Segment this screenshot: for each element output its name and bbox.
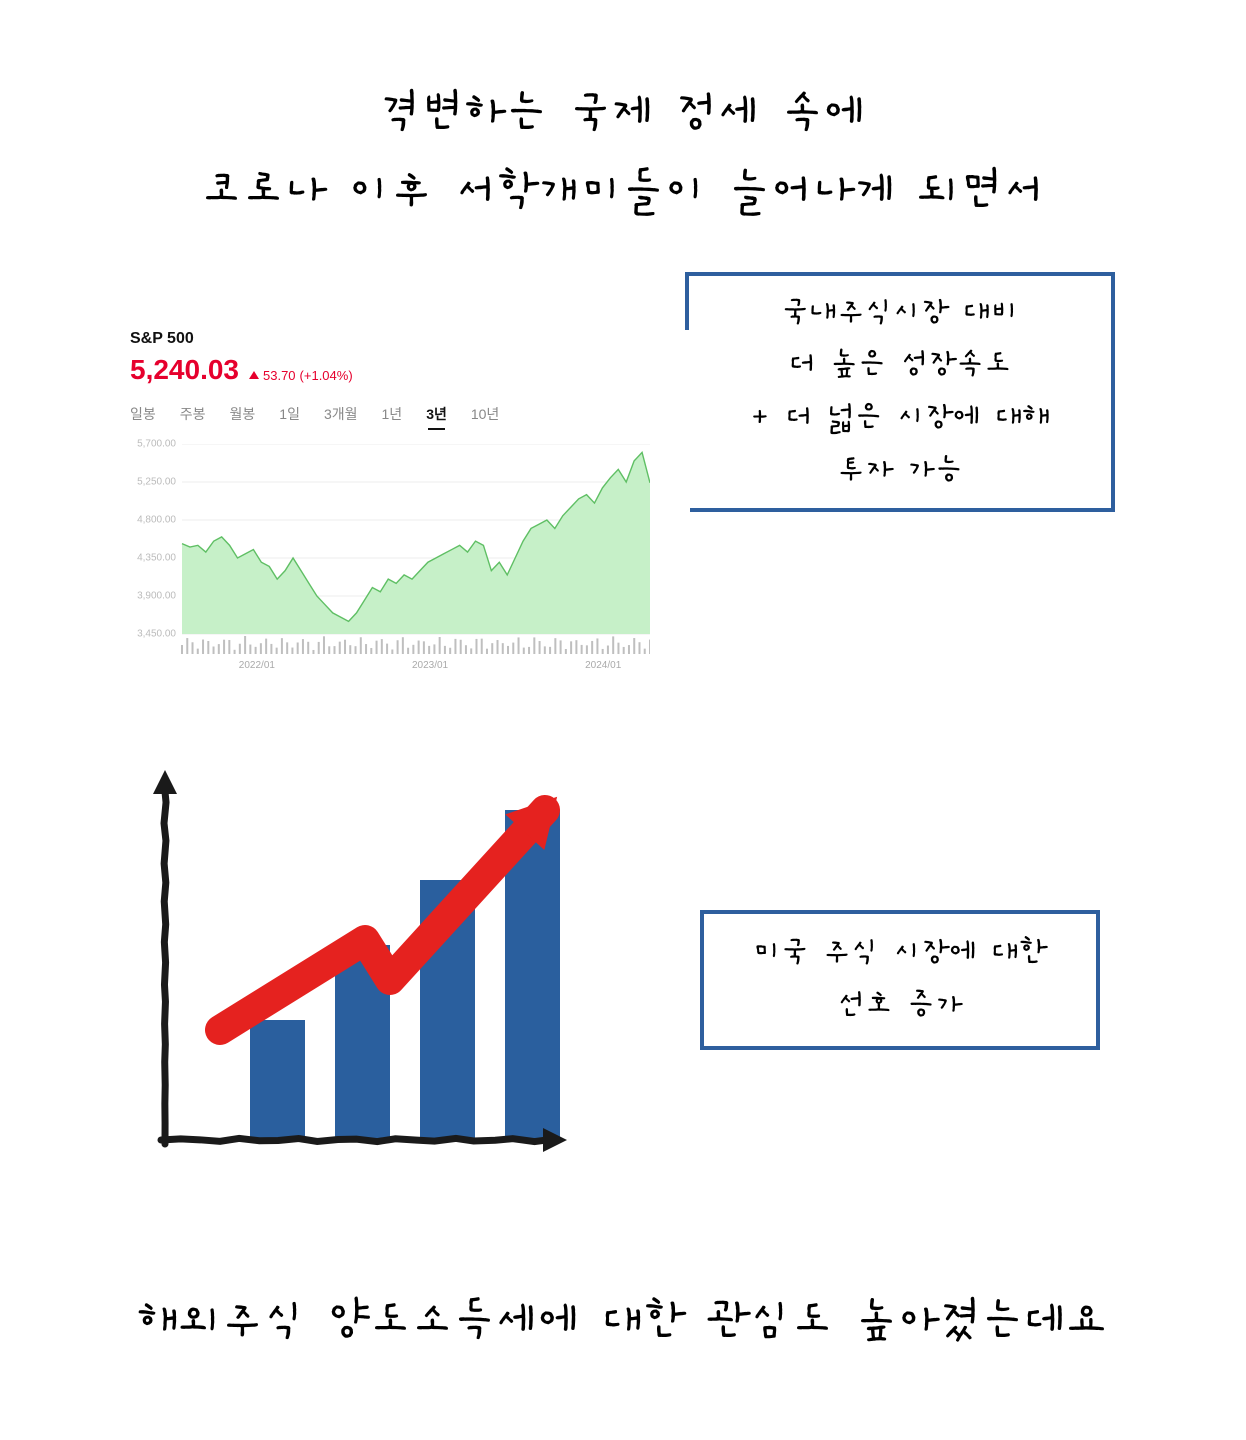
sp500-tabs: 일봉 주봉 월봉 1일 3개월 1년 3년 10년	[130, 404, 690, 424]
y-axis-arrowhead	[153, 770, 177, 794]
sp500-change-pct: (+1.04%)	[300, 368, 353, 383]
sp500-xtick-label: 2023/01	[412, 660, 448, 671]
bar-chart-svg	[135, 770, 575, 1190]
headline-line2: 코로나 이후 서학개미들이 늘어나게 되면서	[0, 153, 1246, 231]
callout-line: 더 높은 성장속도	[788, 339, 1012, 392]
sp500-ytick-label: 3,900.00	[130, 591, 176, 602]
callout-line: 투자 가능	[837, 445, 963, 498]
sp500-price: 5,240.03	[130, 354, 239, 386]
sp500-xtick-label: 2022/01	[239, 660, 275, 671]
sp500-ytick-label: 5,700.00	[130, 439, 176, 450]
sp500-tab[interactable]: 1년	[382, 404, 403, 424]
sp500-tab[interactable]: 주봉	[180, 404, 206, 424]
callout-line: 국내주식시장 대비	[781, 287, 1018, 340]
sp500-price-row: 5,240.03 53.70 (+1.04%)	[130, 354, 690, 386]
sp500-change-value: 53.70	[263, 368, 296, 383]
sp500-ytick-label: 4,350.00	[130, 553, 176, 564]
callout-box-2: 미국 주식 시장에 대한선호 증가	[700, 910, 1100, 1050]
sp500-tab[interactable]: 10년	[471, 404, 499, 424]
sp500-tab[interactable]: 3개월	[324, 404, 358, 424]
sp500-ytick-label: 3,450.00	[130, 629, 176, 640]
headline: 격변하는 국제 정세 속에 코로나 이후 서학개미들이 늘어나게 되면서	[0, 75, 1246, 230]
x-axis	[161, 1138, 552, 1141]
y-axis	[164, 781, 166, 1144]
headline-line1: 격변하는 국제 정세 속에	[0, 75, 1246, 153]
sp500-tab[interactable]: 3년	[426, 404, 447, 424]
sp500-title: S&P 500	[130, 330, 690, 348]
callout-line: + 더 넓은 시장에 대해	[749, 392, 1050, 445]
sp500-ytick-label: 5,250.00	[130, 477, 176, 488]
bottom-line: 해외주식 양도소득세에 대한 관심도 높아졌는데요	[0, 1290, 1246, 1353]
sp500-change: 53.70 (+1.04%)	[249, 368, 353, 383]
sp500-tab[interactable]: 일봉	[130, 404, 156, 424]
sp500-xtick-label: 2024/01	[585, 660, 621, 671]
callout-line: 선호 증가	[837, 980, 963, 1033]
bar	[250, 1020, 305, 1140]
triangle-up-icon	[249, 371, 259, 379]
sp500-panel: S&P 500 5,240.03 53.70 (+1.04%) 일봉 주봉 월봉 1일…	[130, 330, 690, 690]
callout-box-1: 국내주식시장 대비더 높은 성장속도+ 더 넓은 시장에 대해투자 가능	[685, 272, 1115, 512]
sp500-ytick-label: 4,800.00	[130, 515, 176, 526]
sp500-tab[interactable]: 월봉	[230, 404, 256, 424]
sp500-tab[interactable]: 1일	[279, 404, 300, 424]
sp500-chart: 3,450.00 3,900.00 4,350.00 4,800.00 5,250.00…	[130, 444, 650, 679]
bar-chart-panel	[135, 770, 575, 1190]
sp500-chart-svg	[130, 444, 650, 679]
callout-line: 미국 주식 시장에 대한	[753, 927, 1047, 980]
